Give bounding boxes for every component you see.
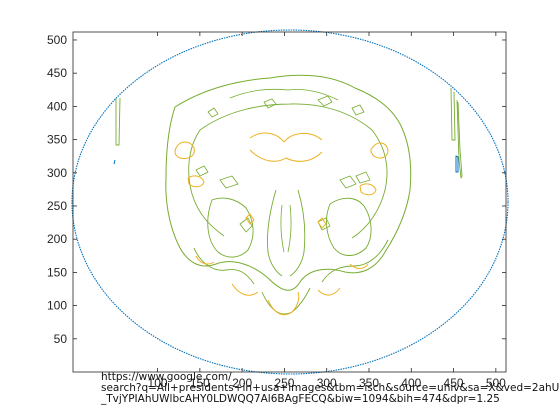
contour-yellow-left-eye	[174, 141, 195, 159]
contour-inner-ring	[188, 103, 388, 239]
contour-detail-1	[239, 217, 253, 233]
url-overlay-line: https://www.google.com/	[101, 371, 232, 383]
tick-layer: 50 100 150 200 250 300 350 400 450 500 100 150 200 25…	[47, 32, 506, 390]
contour-layer	[71, 29, 509, 375]
y-tick-label: 500	[47, 33, 67, 47]
y-tick-label: 300	[47, 166, 67, 180]
y-tick-label: 450	[47, 66, 67, 80]
contour-right-rod-2	[456, 99, 463, 179]
x-tick-label: 250	[274, 376, 294, 390]
url-overlay-line: _TvjYPIAhUWlbcAHY0LDWQQ7Al6BAgFECQ&biw=1…	[100, 393, 500, 405]
contour-upper-ridge	[229, 88, 339, 101]
contour-speckle-5	[195, 165, 209, 177]
contour-right-lower	[321, 239, 389, 283]
url-overlay-line: search?q=All+presidents+in+usa+images&tb…	[101, 382, 560, 394]
contour-outer-boundary	[71, 29, 509, 375]
x-tick-label: 450	[444, 376, 464, 390]
y-tick-label: 250	[47, 199, 67, 213]
contour-yellow-right-cheek	[359, 183, 377, 196]
contour-yellow-upper	[249, 132, 323, 162]
contour-yellow-right-jaw	[317, 263, 369, 296]
contour-left-rod	[115, 97, 121, 146]
contour-head-outline	[165, 74, 412, 291]
x-tick-label: 150	[190, 376, 210, 390]
y-tick-label: 200	[47, 232, 67, 246]
x-tick-label: 400	[401, 376, 421, 390]
contour-left-lower	[193, 247, 255, 285]
contour-blue-mark-right	[455, 155, 459, 173]
y-tick-label: 400	[47, 99, 67, 113]
y-tick-label: 150	[47, 265, 67, 279]
contour-blue-mark-left	[113, 159, 116, 165]
contour-yellow-chin	[267, 291, 300, 316]
x-tick-label: 300	[317, 376, 337, 390]
contour-left-lobe	[207, 197, 254, 258]
contour-right-rod	[450, 87, 456, 141]
url-overlay: https://www.google.com/search?q=All+pres…	[100, 371, 560, 405]
y-tick-label: 350	[47, 133, 67, 147]
contour-speckle-2	[263, 98, 277, 109]
contour-yellow-left-jaw	[195, 255, 259, 296]
axes-box	[72, 31, 507, 373]
contour-detail-3	[219, 175, 239, 189]
y-tick-label: 100	[47, 299, 67, 313]
x-tick-label: 200	[232, 376, 252, 390]
contour-yellow-left-cheek	[187, 175, 205, 188]
y-tick-label: 50	[54, 332, 68, 346]
contour-speckle-6	[355, 171, 371, 184]
contour-central-column	[267, 189, 306, 277]
contour-yellow-center	[245, 213, 327, 229]
contour-speckle-1	[207, 107, 219, 118]
contour-central-core	[280, 204, 292, 253]
x-tick-label: 350	[359, 376, 379, 390]
contour-detail-4	[339, 175, 357, 189]
contour-yellow-right-eye	[370, 142, 389, 159]
x-tick-label: 500	[486, 376, 506, 390]
contour-speckle-3	[317, 95, 333, 107]
contour-speckle-4	[351, 104, 365, 116]
x-tick-label: 100	[148, 376, 168, 390]
contour-right-lobe	[326, 197, 372, 256]
